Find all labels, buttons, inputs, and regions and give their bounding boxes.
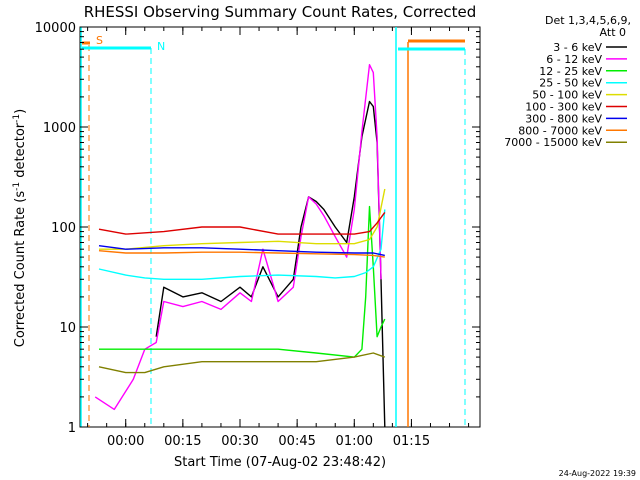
y-tick-label-4: 10000: [35, 21, 76, 36]
x-tick-label-3: 00:45: [278, 434, 315, 449]
y-axis-label: Corrected Count Rate (s-1 detector-1): [12, 109, 28, 347]
series-line-5: [98, 211, 386, 235]
legend-label-5: 100 - 300 keV: [525, 101, 602, 114]
series-line-0: [155, 100, 386, 428]
y-axis-label-mid: detector: [13, 122, 28, 182]
series-line-2: [99, 205, 386, 358]
legend-label-3: 25 - 50 keV: [539, 77, 602, 90]
legend-header-line1: Det 1,3,4,5,6,9,: [545, 14, 631, 27]
y-tick-label-1: 10: [59, 321, 76, 336]
y-tick-label-0: 1: [68, 421, 76, 436]
legend-label-7: 800 - 7000 keV: [518, 124, 602, 137]
x-tick-label-4: 01:00: [336, 434, 373, 449]
legend-label-2: 12 - 25 keV: [539, 65, 602, 78]
series-line-1: [94, 63, 382, 411]
saa-flag-label: S: [96, 34, 103, 47]
y-axis-ticks: 1 10 100 1000 10000: [35, 21, 480, 436]
x-axis-ticks: 00:00 00:15 00:30 00:45 01:00 01:15: [87, 27, 470, 449]
series-line-6: [98, 245, 385, 257]
legend-label-0: 3 - 6 keV: [553, 41, 602, 54]
series-line-4: [99, 188, 386, 250]
y-tick-label-2: 100: [51, 221, 76, 236]
legend-header-line2: Att 0: [600, 26, 626, 39]
x-tick-label-5: 01:15: [393, 434, 430, 449]
series-line-8: [98, 352, 386, 374]
x-tick-label-2: 00:30: [221, 434, 258, 449]
series-line-3: [98, 209, 386, 280]
legend-label-1: 6 - 12 keV: [546, 53, 602, 66]
chart-title: RHESSI Observing Summary Count Rates, Co…: [84, 3, 477, 21]
observing-flags: S N: [80, 27, 466, 427]
x-tick-label-0: 00:00: [107, 434, 144, 449]
series-line-7: [98, 250, 385, 258]
y-axis-label-main: Corrected Count Rate (s: [13, 191, 28, 348]
y-axis-label-sup-2: -1: [12, 114, 22, 123]
legend-label-6: 300 - 800 keV: [525, 112, 602, 125]
y-tick-label-3: 1000: [43, 121, 76, 136]
x-tick-label-1: 00:15: [164, 434, 201, 449]
footer-date: 24-Aug-2022 19:39: [559, 469, 636, 478]
x-axis-label: Start Time (07-Aug-02 23:48:42): [174, 455, 386, 470]
night-flag-label: N: [157, 40, 165, 53]
y-axis-label-end: ): [13, 109, 28, 114]
series-layer: [94, 63, 386, 428]
y-axis-label-sup-1: -1: [12, 182, 22, 191]
plot-frame: [79, 26, 481, 428]
legend-label-4: 50 - 100 keV: [532, 89, 602, 102]
legend-label-8: 7000 - 15000 keV: [504, 136, 602, 149]
